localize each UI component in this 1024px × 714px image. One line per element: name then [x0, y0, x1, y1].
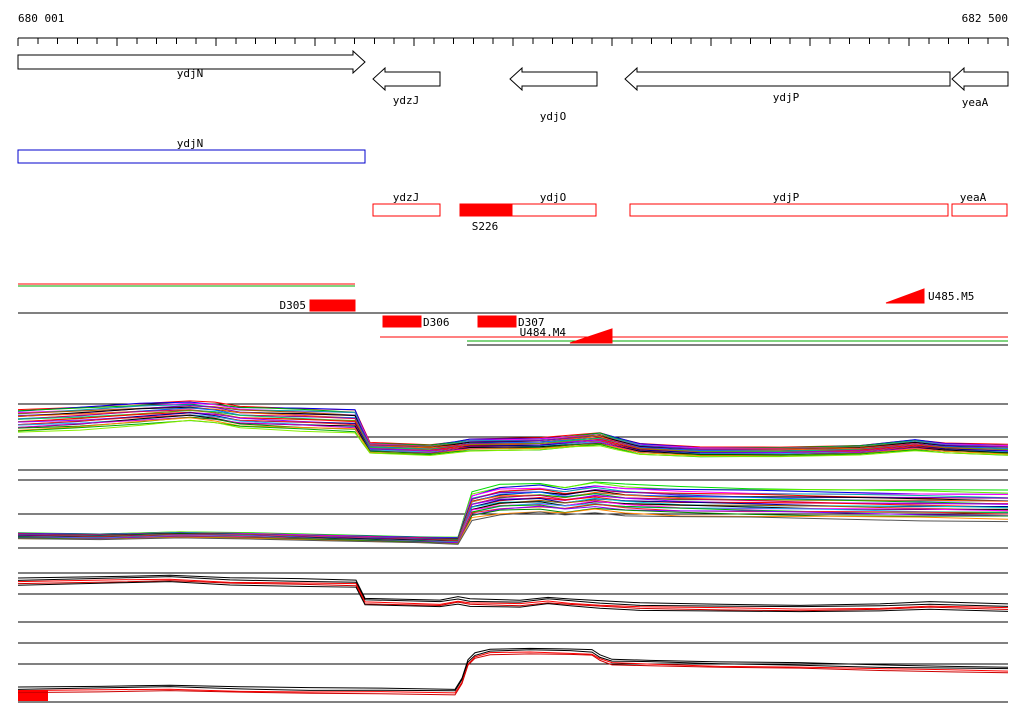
feature-box-ydjN[interactable] [17, 149, 366, 164]
probe-label-U485.M5: U485.M5 [928, 290, 974, 303]
expression-panel-4-series-0 [17, 647, 1009, 690]
expression-panel-3-series-1 [17, 576, 1009, 608]
probe-label-U484.M4: U484.M4 [520, 326, 567, 339]
feature-box-ydjP[interactable] [629, 203, 949, 217]
gene-label-ydjO: ydjO [540, 110, 567, 123]
feature-label-ydjP: ydjP [773, 191, 800, 204]
probe-label-D307: D307 [518, 316, 545, 329]
feature-label-ydjO: ydjO [540, 191, 567, 204]
probe-box-D306[interactable] [382, 315, 422, 328]
probe-box-D307[interactable] [477, 315, 517, 328]
expression-panel-4-series-3 [17, 653, 1009, 696]
gene-label-ydjP: ydjP [773, 91, 800, 104]
expression-panel-3-series-2 [17, 578, 1009, 610]
gene-arrow-ydjN[interactable] [17, 49, 366, 75]
expression-panel-2-series-25 [17, 511, 1009, 545]
expression-panel-4-series-2 [17, 651, 1009, 694]
probe-ramp-U485.M5[interactable] [885, 288, 925, 304]
expression-panel-3-series-4 [17, 581, 1009, 613]
gene-label-ydjN: ydjN [177, 67, 204, 80]
feature-label-S226: S226 [472, 220, 499, 233]
feature-label-ydzJ: ydzJ [393, 191, 420, 204]
probe-box-D305[interactable] [309, 299, 356, 312]
feature-box-ydzJ[interactable] [372, 203, 441, 217]
feature-box-ydjO[interactable] [511, 203, 597, 217]
coordinate-start-label: 680 001 [18, 12, 65, 25]
expression-panel-4-extra-0 [18, 690, 48, 701]
coordinate-end-label: 682 500 [961, 12, 1008, 25]
expression-panel-3-series-3 [17, 580, 1009, 612]
probe-label-D306: D306 [423, 316, 450, 329]
gene-arrow-ydjP[interactable] [624, 66, 951, 92]
expression-panel-2-series-12 [17, 494, 1009, 542]
gene-label-yeaA: yeaA [962, 96, 989, 109]
gene-arrow-ydjO[interactable] [509, 66, 598, 92]
expression-panel-4-series-1 [17, 649, 1009, 692]
gene-arrow-yeaA[interactable] [951, 66, 1009, 92]
feature-label-ydjN: ydjN [177, 137, 204, 150]
probe-label-D305: D305 [280, 299, 307, 312]
gene-arrow-ydzJ[interactable] [372, 66, 441, 92]
probe-ramp-U484.M4[interactable] [569, 328, 613, 344]
expression-panel-3-series-0 [17, 574, 1009, 606]
feature-label-yeaA: yeaA [960, 191, 987, 204]
feature-box-S226[interactable] [459, 203, 512, 217]
expression-panel-2-series-15 [17, 497, 1009, 542]
expression-panel-1-series-23 [17, 419, 1009, 458]
feature-box-yeaA[interactable] [951, 203, 1008, 217]
gene-label-ydzJ: ydzJ [393, 94, 420, 107]
